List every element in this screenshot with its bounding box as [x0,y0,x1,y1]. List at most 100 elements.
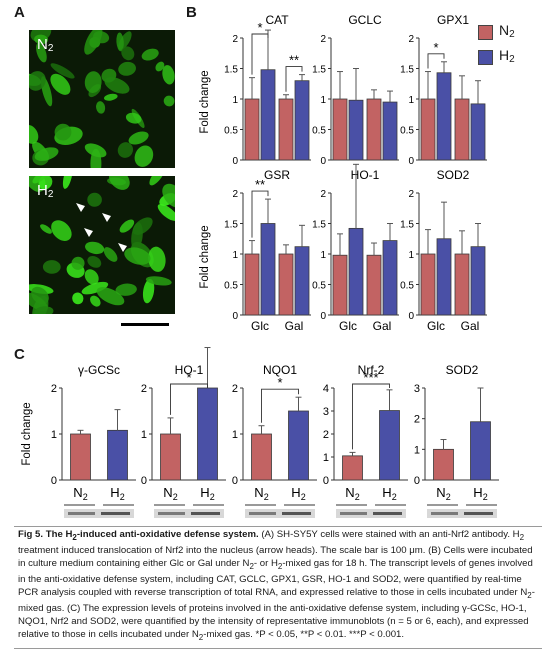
y-tick-label: 0 [232,311,238,322]
y-tick-label: 0 [232,475,238,487]
x-tick-label: Gal [461,319,480,333]
x-tick-label: Gal [373,319,392,333]
cell-body [96,101,106,114]
immunoblot-3 [245,504,315,518]
arrowhead-icon [84,228,93,237]
x-tick-label: H2 [473,485,487,502]
y-tick-label: 1 [320,250,326,261]
x-tick-label: H2 [200,485,214,502]
cell-body [142,278,155,304]
blot-strip [427,509,497,518]
significance-marker: * [257,20,262,35]
figure-caption: Fig 5. The H2-induced anti-oxidative def… [18,529,535,642]
significance-marker: * [186,370,191,385]
cell-body [134,145,154,167]
blot-strip [64,509,134,518]
cell-body [132,217,153,235]
chart-title: HO-1 [351,168,380,182]
y-tick-label: 2 [408,189,414,200]
chart-b-gpx1: GPX1 0 0.5 1 1.5 2 * [400,13,487,167]
cell-body [34,147,59,161]
legend-swatch-n2 [478,25,493,40]
x-tick-label: N2 [254,485,268,502]
cell-body [50,63,75,79]
micrograph-label-n2: N2 [37,36,54,54]
blot-strip [154,509,224,518]
y-tick-label: 0 [51,475,57,487]
scale-bar [121,323,169,326]
y-tick-label: 0.5 [224,281,238,292]
y-tick-label: 2 [232,189,238,200]
cell-body [72,292,84,305]
chart-title: GCLC [348,13,382,27]
bar-h2 [379,410,400,481]
chart-title: Nrf-2 [358,363,385,377]
arrowhead-icon [102,213,111,222]
cell-body [109,176,130,190]
y-tick-label: 2 [320,34,326,45]
bar-glc-n2 [420,253,436,316]
y-tick-label: 1.5 [312,220,326,231]
cell-body [34,34,49,45]
y-tick-label: 2 [51,383,57,395]
significance-bracket [261,388,299,423]
bar-glc-n2 [244,253,260,316]
blot-strip [245,509,315,518]
blot-band [249,512,276,515]
y-tick-label: 0.5 [224,126,238,137]
chart-b-gsr: GSR 0 0.5 1 1.5 2 Glc Gal ** [224,168,311,333]
bar-h2 [107,429,128,481]
cell-body [90,148,102,168]
y-tick-label: 0 [414,475,420,487]
cell-body [119,219,135,233]
y-tick-label: 1.5 [400,220,414,231]
cell-body [128,131,149,145]
cell-body [118,61,136,76]
bar-gal-n2 [278,98,294,161]
y-tick-label: 2 [414,414,420,426]
y-tick-label: 0 [408,156,414,167]
blot-band [68,512,95,515]
y-tick-label: 0 [320,311,326,322]
chart-title: SOD2 [446,363,479,377]
blot-band [373,512,402,515]
bar-glc-n2 [332,254,348,316]
y-tick-label: 1.5 [312,65,326,76]
arrowhead-icon [118,243,127,252]
cell-body [50,73,71,95]
cell-body [103,247,118,262]
chart-title: GSR [264,168,290,182]
y-tick-label: 1 [323,452,329,464]
cell-body [51,220,72,241]
blot-band [191,512,220,515]
caption-divider-bottom [14,648,542,649]
immunoblot-1 [64,504,134,518]
y-tick-label: 1 [408,95,414,106]
y-tick-label: 0 [408,311,414,322]
x-tick-label: H2 [291,485,305,502]
blot-strip [336,509,406,518]
y-tick-label: 1.5 [224,220,238,231]
y-axis-label-c: Fold change [21,402,33,465]
cell-body [62,176,73,189]
legend-label-n2: N2 [499,22,515,40]
bar-glc-h2 [436,238,452,316]
cell-body [29,292,48,312]
bar-glc-n2 [244,98,260,161]
y-tick-label: 2 [408,34,414,45]
bar-h2 [288,410,309,481]
significance-bracket [427,53,445,69]
y-tick-label: 1.5 [400,65,414,76]
y-tick-label: 0 [232,156,238,167]
cell-body [96,287,125,306]
significance-bracket [251,33,269,75]
y-tick-label: 3 [414,383,420,395]
cell-body [163,95,175,107]
legend: N2 H2 [478,22,548,72]
arrowhead-icon [76,203,85,212]
cell-body [29,124,39,144]
significance-bracket [251,190,269,238]
immunoblot-4 [336,504,406,518]
y-tick-label: 1 [141,429,147,441]
